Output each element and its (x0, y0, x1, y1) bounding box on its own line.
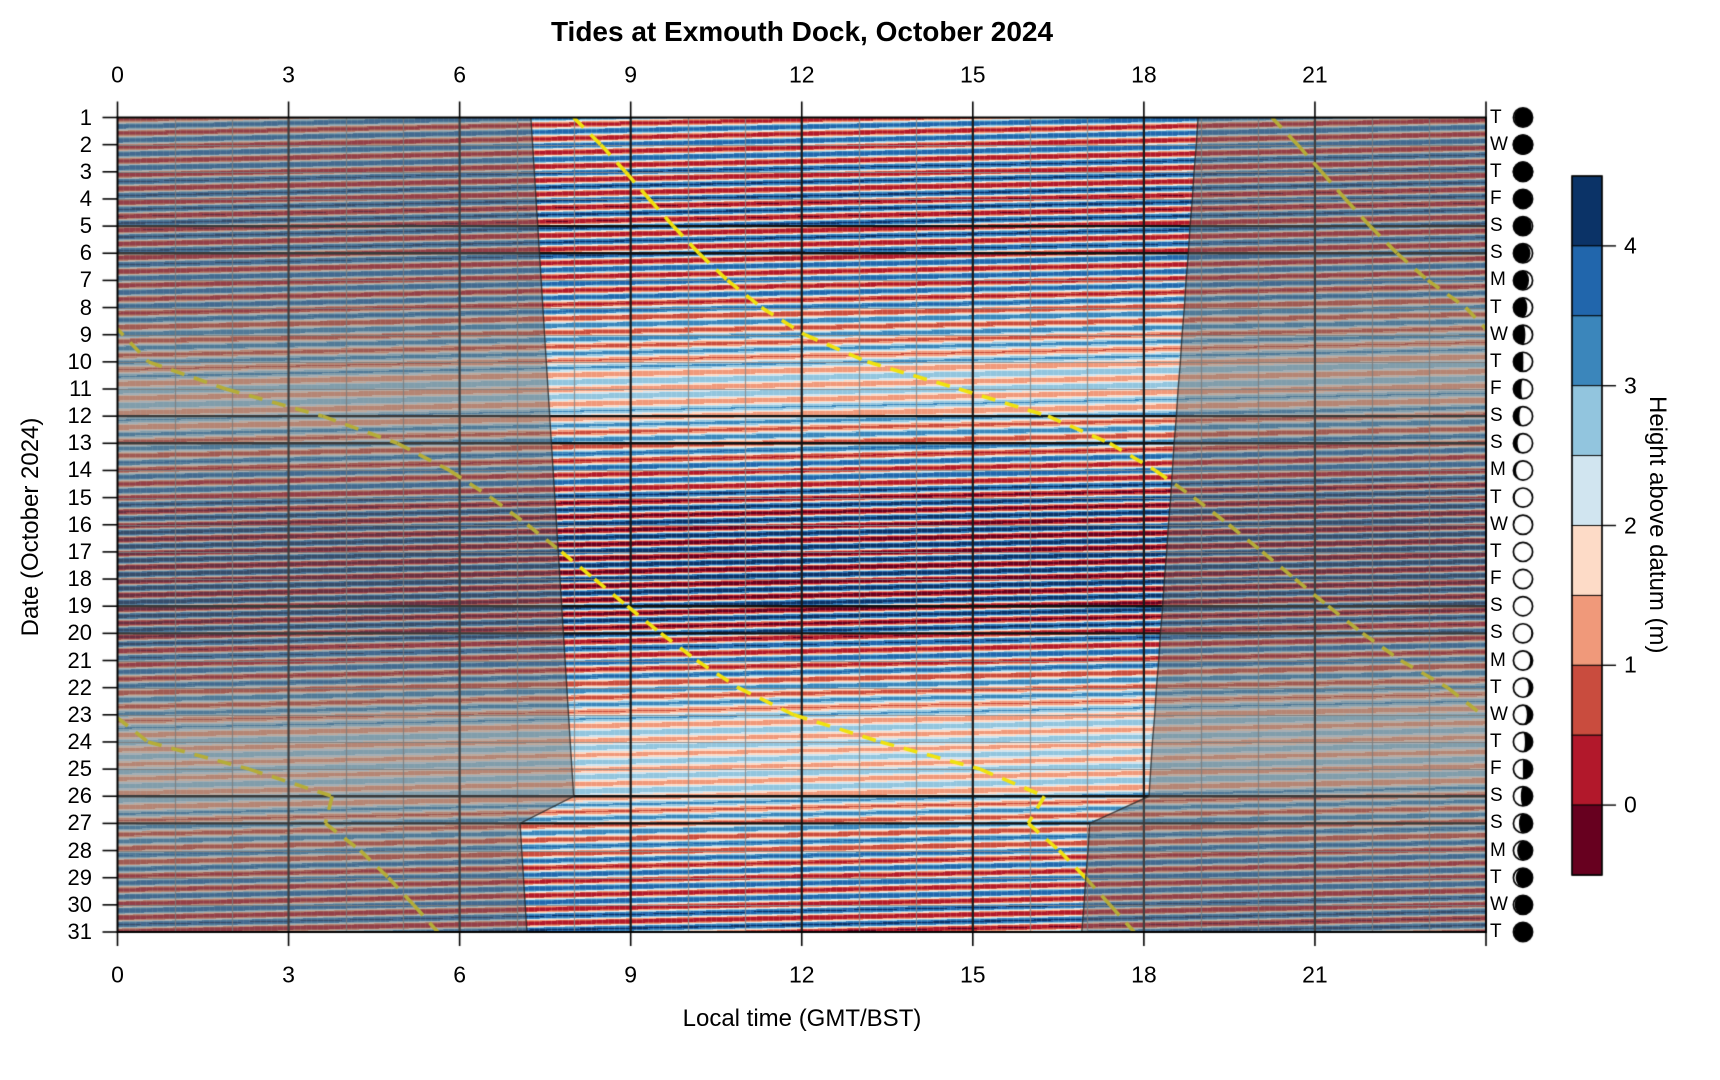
weekday-letter-11: F (1490, 378, 1502, 399)
weekday-letter-19: S (1490, 595, 1503, 617)
colorbar-label: Height above datum (m) (1644, 396, 1671, 654)
weekday-letter-27: S (1490, 812, 1503, 834)
top-tick-0: 0 (111, 61, 124, 88)
top-tick-3: 3 (282, 61, 295, 88)
date-label-13: 13 (67, 430, 92, 456)
date-label-20: 20 (67, 620, 92, 646)
weekday-letter-8: T (1490, 296, 1502, 318)
weekday-letter-21: M (1490, 649, 1506, 671)
weekday-letter-28: M (1490, 839, 1506, 861)
date-label-27: 27 (67, 810, 92, 836)
date-label-6: 6 (79, 240, 92, 266)
date-label-1: 1 (79, 104, 92, 130)
date-label-18: 18 (67, 566, 92, 592)
weekday-letter-29: T (1490, 866, 1502, 888)
date-label-28: 28 (67, 837, 92, 863)
weekday-letter-26: S (1490, 785, 1503, 807)
date-label-9: 9 (79, 321, 92, 347)
date-label-15: 15 (67, 484, 92, 510)
top-tick-15: 15 (960, 61, 986, 88)
weekday-letter-17: T (1490, 540, 1502, 562)
date-label-12: 12 (67, 403, 92, 429)
weekday-letter-20: S (1490, 622, 1503, 644)
colorbar-tick-0: 0 (1624, 791, 1637, 818)
weekday-letter-10: T (1490, 350, 1502, 372)
date-label-16: 16 (67, 511, 92, 537)
date-label-26: 26 (67, 783, 92, 809)
weekday-letter-30: W (1490, 893, 1508, 915)
date-label-7: 7 (79, 267, 92, 293)
weekday-letter-5: S (1490, 215, 1503, 237)
bottom-tick-21: 21 (1302, 961, 1328, 988)
weekday-letter-13: S (1490, 432, 1503, 454)
weekday-letter-22: T (1490, 676, 1502, 698)
weekday-letter-12: S (1490, 405, 1503, 427)
chart-title: Tides at Exmouth Dock, October 2024 (550, 16, 1054, 47)
weekday-letter-14: M (1490, 459, 1506, 481)
date-label-23: 23 (67, 701, 92, 727)
weekday-letter-9: W (1490, 323, 1508, 345)
bottom-tick-9: 9 (624, 961, 638, 988)
top-tick-21: 21 (1302, 61, 1328, 88)
date-label-29: 29 (67, 864, 92, 890)
date-label-30: 30 (67, 891, 92, 917)
colorbar-tick-4: 4 (1624, 232, 1637, 259)
date-label-10: 10 (67, 348, 92, 374)
top-tick-6: 6 (453, 61, 467, 88)
colorbar-tick-1: 1 (1624, 651, 1637, 678)
date-label-14: 14 (67, 457, 92, 483)
date-label-25: 25 (67, 756, 92, 782)
weekday-letter-18: F (1490, 568, 1502, 590)
date-label-2: 2 (79, 131, 92, 157)
weekday-letter-16: W (1490, 513, 1508, 535)
date-label-17: 17 (67, 538, 92, 564)
bottom-tick-18: 18 (1131, 961, 1157, 988)
weekday-letter-25: F (1490, 758, 1502, 780)
colorbar-tick-2: 2 (1624, 512, 1637, 538)
top-tick-18: 18 (1131, 61, 1157, 88)
date-label-11: 11 (69, 376, 92, 401)
weekday-letter-2: W (1490, 133, 1508, 155)
weekday-letter-6: S (1490, 242, 1503, 264)
weekday-letter-24: T (1490, 730, 1502, 752)
x-axis-label: Local time (GMT/BST) (682, 1005, 922, 1032)
date-label-19: 19 (67, 593, 92, 619)
date-label-8: 8 (79, 294, 92, 320)
weekday-letter-31: T (1490, 921, 1502, 942)
colorbar-tick-3: 3 (1624, 372, 1637, 399)
weekday-letter-15: T (1490, 486, 1502, 508)
bottom-tick-12: 12 (788, 961, 815, 988)
date-label-4: 4 (79, 185, 92, 211)
top-tick-12: 12 (788, 61, 815, 88)
date-label-3: 3 (79, 158, 92, 184)
bottom-tick-15: 15 (960, 961, 986, 988)
weekday-letter-23: W (1490, 703, 1508, 725)
bottom-tick-6: 6 (453, 961, 467, 988)
weekday-letter-3: T (1490, 160, 1502, 182)
date-label-22: 22 (67, 674, 92, 700)
weekday-letter-7: M (1490, 269, 1506, 291)
top-tick-9: 9 (624, 61, 638, 88)
bottom-tick-0: 0 (111, 961, 124, 988)
weekday-letter-1: T (1490, 106, 1502, 128)
date-label-5: 5 (79, 213, 92, 239)
weekday-letter-4: F (1490, 187, 1502, 209)
date-label-31: 31 (67, 919, 92, 944)
bottom-tick-3: 3 (282, 961, 295, 988)
date-label-24: 24 (67, 728, 92, 754)
date-label-21: 21 (67, 647, 92, 673)
